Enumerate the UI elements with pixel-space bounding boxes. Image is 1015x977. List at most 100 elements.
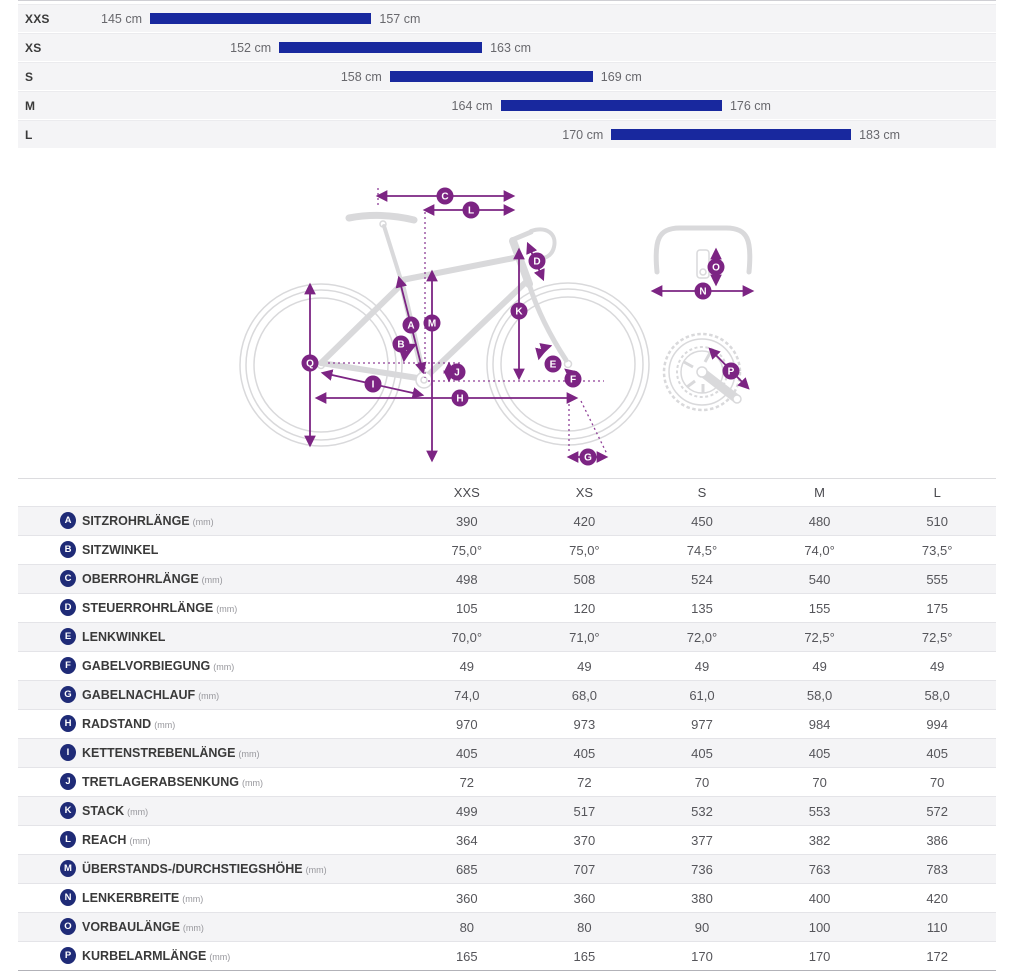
geometry-table-row: O VORBAULÄNGE (mm) 80 80 90 100 110 (18, 912, 996, 942)
height-min-label: 158 cm (340, 70, 382, 84)
geometry-value: 386 (926, 832, 949, 848)
saddle (345, 211, 418, 224)
measurement-arrows (304, 190, 755, 463)
geometry-value: 405 (926, 745, 949, 761)
head-tube (509, 237, 533, 288)
height-max-label: 163 cm (490, 41, 532, 55)
row-unit: (mm) (201, 575, 223, 585)
seat-stay (318, 280, 406, 366)
marker-B (392, 335, 410, 353)
marker-letter: P (728, 367, 735, 378)
geometry-value: 360 (573, 890, 596, 906)
marker-E (544, 355, 562, 373)
geometry-value: 72 (577, 774, 592, 790)
row-letter-badge: L (60, 831, 76, 849)
geometry-value: 420 (573, 513, 596, 529)
marker-letter: M (428, 319, 436, 330)
height-max-label: 183 cm (859, 128, 901, 142)
handlebar-top-view (653, 225, 753, 275)
geometry-value: 400 (808, 890, 831, 906)
geometry-table-row: M ÜBERSTANDS-/DURCHSTIEGSHÖHE (mm) 685 707… (18, 854, 996, 884)
size-chart-row: S 158 cm 169 cm (18, 62, 996, 90)
geometry-table-row: I KETTENSTREBENLÄNGE (mm) 405 405 405 405 405 (18, 738, 996, 768)
geometry-value: 170 (691, 948, 713, 964)
construction-lines (328, 188, 608, 455)
marker-I (364, 375, 382, 393)
geometry-value: 360 (455, 890, 478, 906)
row-label: KURBELARMLÄNGE (82, 949, 207, 963)
geometry-value: 572 (926, 803, 949, 819)
row-letter-badge: P (60, 947, 76, 965)
row-unit: (mm) (182, 894, 204, 904)
geometry-value: 74,5° (686, 542, 718, 558)
row-label: ÜBERSTANDS-/DURCHSTIEGSHÖHE (82, 862, 303, 876)
geometry-value: 499 (455, 803, 478, 819)
marker-letter: O (712, 263, 720, 274)
row-letter-badge: G (60, 686, 76, 704)
geometry-value: 170 (808, 948, 831, 964)
marker-letter: N (699, 287, 706, 298)
row-label: SITZWINKEL (82, 543, 159, 557)
row-unit: (mm) (198, 691, 220, 701)
size-name: XXS (25, 12, 50, 26)
row-unit: (mm) (241, 778, 263, 788)
row-letter-badge: M (60, 860, 76, 878)
geometry-value: 175 (926, 600, 949, 616)
bike-outline (239, 211, 753, 447)
geometry-value: 120 (573, 600, 596, 616)
marker-letter: E (550, 360, 557, 371)
geometry-value: 80 (459, 919, 475, 935)
geometry-value: 105 (455, 600, 478, 616)
geometry-value: 405 (808, 745, 831, 761)
geometry-value: 508 (573, 571, 596, 587)
geometry-value: 72 (459, 774, 475, 790)
geometry-value: 61,0 (689, 687, 715, 703)
marker-letter: Q (306, 359, 314, 370)
geometry-value: 377 (691, 832, 713, 848)
marker-letter: I (372, 380, 375, 391)
row-unit: (mm) (154, 720, 176, 730)
geometry-value: 973 (573, 716, 596, 732)
marker-A (402, 316, 420, 334)
row-label: LENKWINKEL (82, 630, 166, 644)
size-column-header: XXS (453, 485, 480, 500)
row-label: GABELVORBIEGUNG (82, 659, 211, 673)
geometry-value: 553 (808, 803, 831, 819)
size-column-header: L (933, 485, 941, 500)
steering-axis-extension (580, 400, 608, 455)
geometry-value: 736 (691, 861, 713, 877)
geometry-value: 540 (808, 571, 831, 587)
size-name: XS (25, 41, 42, 55)
row-label: KETTENSTREBENLÄNGE (82, 746, 236, 760)
diagram-letter-markers: C L D AB M K J E F G H I Q O N P (301, 187, 740, 466)
geometry-value: 110 (926, 919, 948, 935)
geometry-value: 390 (455, 513, 478, 529)
geometry-value: 370 (573, 832, 596, 848)
fork (526, 281, 569, 363)
geometry-value: 68,0 (571, 687, 598, 703)
geometry-value: 532 (691, 803, 713, 819)
geometry-value: 364 (455, 832, 478, 848)
geometry-table-row: C OBERROHRLÄNGE (mm) 498 508 524 540 555 (18, 564, 996, 594)
row-letter-badge: N (60, 889, 76, 907)
geometry-table-row: A SITZROHRLÄNGE (mm) 390 420 450 480 510 (18, 506, 996, 536)
geometry-value: 70 (812, 774, 827, 790)
geometry-value: 74,0 (454, 687, 480, 703)
height-range-bar (150, 13, 372, 24)
row-letter-badge: J (60, 773, 76, 791)
geometry-table-row: K STACK (mm) 499 517 532 553 572 (18, 796, 996, 826)
row-letter-badge: I (60, 744, 76, 762)
row-unit: (mm) (192, 517, 214, 527)
geometry-value: 970 (455, 716, 478, 732)
bike-geometry-diagram: C L D AB M K J E F G H I Q O N P (239, 187, 755, 466)
geometry-value: 977 (691, 716, 713, 732)
row-letter-badge: C (60, 570, 76, 588)
size-column-header: XS (575, 485, 594, 500)
size-name: L (25, 128, 33, 142)
geometry-table-row: D STEUERROHRLÄNGE (mm) 105 120 135 155 175 (18, 593, 996, 623)
row-label: OBERROHRLÄNGE (82, 572, 199, 586)
height-range-bar (611, 129, 852, 140)
geometry-table-header: XXS XS S M L (18, 479, 996, 507)
marker-D (528, 252, 546, 270)
arrow-E-head-angle (535, 343, 553, 361)
